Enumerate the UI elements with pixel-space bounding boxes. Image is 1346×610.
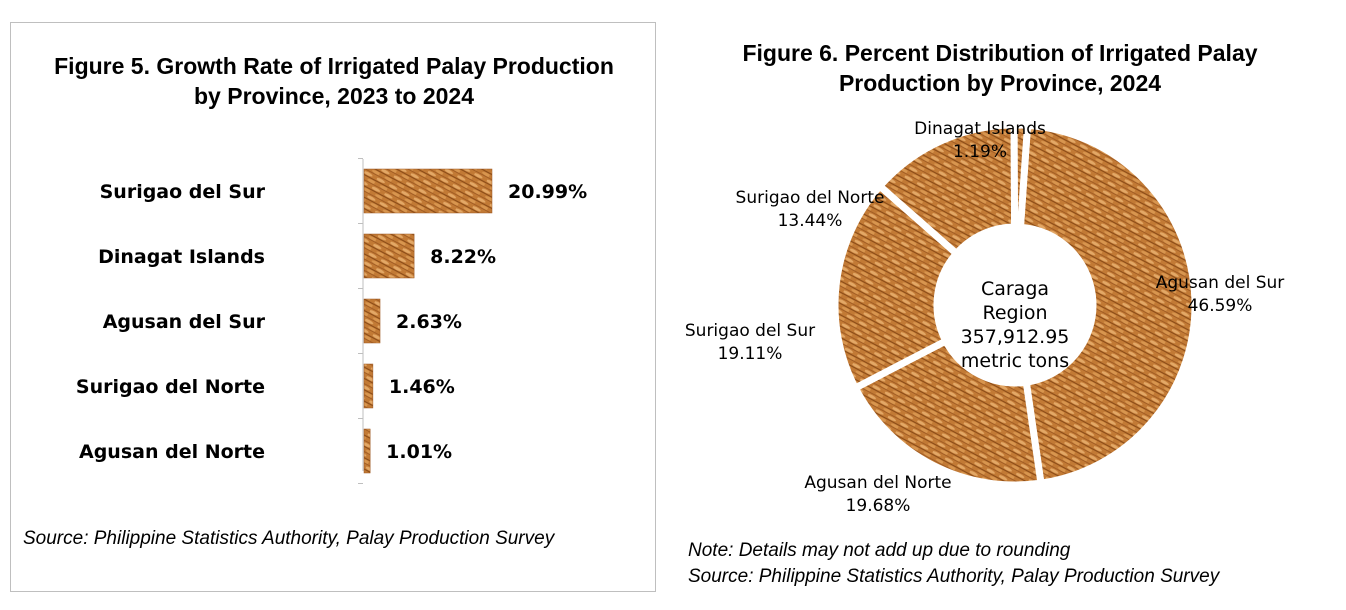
donut-category-label-surigao-del-norte: Surigao del Norte xyxy=(736,188,885,208)
bar-value-label-agusan-del-sur: 2.63% xyxy=(396,311,462,333)
figure-5-title: Figure 5. Growth Rate of Irrigated Palay… xyxy=(11,51,657,111)
donut-value-label-dinagat-islands: 1.19% xyxy=(953,142,1007,162)
donut-center-label: Caraga Region 357,912.95 metric tons xyxy=(961,278,1070,372)
bar-chart: Surigao del Sur 20.99% Dinagat Islands 8.22… xyxy=(76,158,587,484)
donut-value-label-agusan-del-sur: 46.59% xyxy=(1188,296,1253,316)
donut-slice-agusan-del-norte xyxy=(851,337,1045,489)
bar-value-label-agusan-del-norte: 1.01% xyxy=(386,441,452,463)
center-label-line2: Region xyxy=(982,302,1047,324)
bar-agusan-del-norte xyxy=(363,428,371,474)
donut-category-label-agusan-del-sur: Agusan del Sur xyxy=(1156,273,1285,293)
bar-surigao-del-norte xyxy=(363,363,374,409)
bar-category-label-surigao-del-norte: Surigao del Norte xyxy=(76,376,265,398)
figure-5-title-line2: by Province, 2023 to 2024 xyxy=(194,83,474,109)
figure-6-source: Source: Philippine Statistics Authority,… xyxy=(688,566,1220,587)
center-label-unit: metric tons xyxy=(961,350,1069,372)
figure-6-footnote: Note: Details may not add up due to roun… xyxy=(688,538,1219,590)
donut-category-label-surigao-del-sur: Surigao del Sur xyxy=(685,321,815,341)
figure-6-title: Figure 6. Percent Distribution of Irriga… xyxy=(680,38,1320,98)
donut-slice-surigao-del-norte xyxy=(876,121,1019,257)
donut-slice-dinagat-islands xyxy=(1010,121,1032,231)
bar-dinagat-islands xyxy=(363,233,415,279)
bar-value-label-surigao-del-sur: 20.99% xyxy=(508,181,587,203)
bar-value-label-dinagat-islands: 8.22% xyxy=(430,246,496,268)
figure-5-source: Source: Philippine Statistics Authority,… xyxy=(23,528,555,549)
donut-chart: Agusan del Sur 46.59% Agusan del Norte 19.6… xyxy=(685,119,1285,516)
donut-category-label-agusan-del-norte: Agusan del Norte xyxy=(804,473,951,493)
donut-slice-agusan-del-sur xyxy=(1016,121,1199,487)
donut-slice-surigao-del-sur xyxy=(831,182,960,392)
figure-6-title-line2: Production by Province, 2024 xyxy=(838,70,1162,96)
bar-category-label-agusan-del-sur: Agusan del Sur xyxy=(103,311,266,333)
donut-value-label-surigao-del-sur: 19.11% xyxy=(718,344,783,364)
figure-5-panel: Figure 5. Growth Rate of Irrigated Palay… xyxy=(10,22,656,592)
bar-category-label-agusan-del-norte: Agusan del Norte xyxy=(79,441,265,463)
figure-6-title-line1: Figure 6. Percent Distribution of Irriga… xyxy=(742,40,1258,66)
donut-category-label-dinagat-islands: Dinagat Islands xyxy=(914,119,1046,139)
figure-5-title-line1: Figure 5. Growth Rate of Irrigated Palay… xyxy=(54,53,614,79)
figure-6-note: Note: Details may not add up due to roun… xyxy=(688,540,1071,561)
center-label-line1: Caraga xyxy=(981,278,1049,300)
donut-value-label-agusan-del-norte: 19.68% xyxy=(846,496,911,516)
center-label-total: 357,912.95 xyxy=(961,326,1070,348)
bar-agusan-del-sur xyxy=(363,298,381,344)
bar-category-label-surigao-del-sur: Surigao del Sur xyxy=(100,181,266,203)
bar-surigao-del-sur xyxy=(363,168,493,214)
bar-category-label-dinagat-islands: Dinagat Islands xyxy=(98,246,265,268)
bar-value-label-surigao-del-norte: 1.46% xyxy=(389,376,455,398)
figure-6-panel: Figure 6. Percent Distribution of Irriga… xyxy=(660,0,1346,610)
donut-value-label-surigao-del-norte: 13.44% xyxy=(778,211,843,231)
